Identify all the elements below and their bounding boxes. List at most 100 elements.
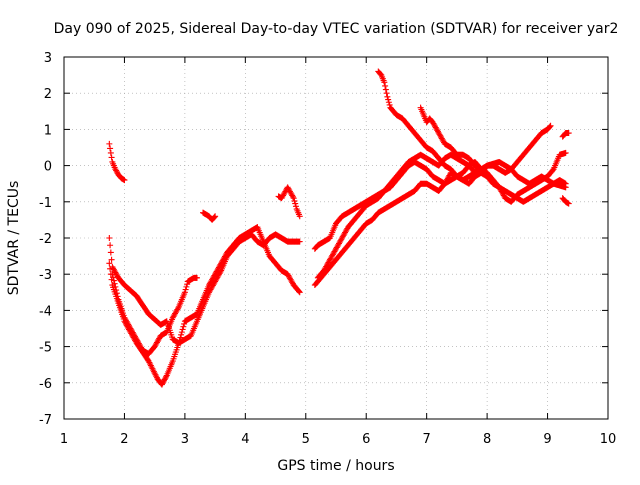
data-point	[546, 123, 553, 130]
x-tick-label: 7	[423, 432, 431, 447]
data-point	[109, 271, 116, 278]
data-point	[158, 381, 165, 388]
series-arc-9	[314, 151, 569, 281]
data-point	[177, 334, 184, 341]
data-point	[565, 130, 572, 137]
series-arc-11	[417, 104, 491, 180]
y-tick-label: 2	[44, 87, 52, 102]
data-point	[212, 213, 219, 220]
x-tick-label: 2	[120, 432, 128, 447]
data-point	[112, 283, 119, 290]
y-tick-label: -2	[39, 232, 52, 247]
data-point	[160, 377, 167, 384]
series-arc-13	[559, 195, 572, 207]
data-point	[382, 86, 389, 93]
data-point	[110, 277, 117, 284]
data-point	[289, 193, 296, 200]
y-tick-label: 3	[44, 51, 52, 66]
data-point	[113, 290, 120, 297]
x-tick-label: 3	[181, 432, 189, 447]
data-point	[296, 213, 303, 220]
data-point	[562, 184, 569, 191]
data-point	[114, 293, 121, 300]
data-point	[178, 331, 185, 338]
data-point	[193, 274, 200, 281]
y-tick-label: -6	[39, 377, 52, 392]
data-point	[121, 177, 128, 184]
data-point	[383, 90, 390, 97]
data-point	[183, 283, 190, 290]
series-arc-4	[109, 271, 200, 357]
data-point	[292, 203, 299, 210]
y-tick-label: -1	[39, 196, 52, 211]
data-point	[110, 274, 117, 281]
y-tick-label: -3	[39, 268, 52, 283]
y-tick-label: 1	[44, 123, 52, 138]
data-point	[182, 286, 189, 293]
data-point	[382, 82, 389, 89]
data-point	[181, 289, 188, 296]
data-point	[106, 140, 113, 147]
data-point	[163, 373, 170, 380]
series-arc-12	[559, 130, 572, 140]
data-point	[181, 320, 188, 327]
data-point	[161, 376, 168, 383]
axis-ticks	[63, 56, 609, 420]
data-point	[111, 280, 118, 287]
data-point	[106, 260, 113, 267]
y-tick-label: -7	[39, 413, 52, 428]
y-tick-label: -5	[39, 341, 52, 356]
series-arc-5	[200, 209, 219, 223]
data-point	[175, 339, 182, 346]
x-axis-title: GPS time / hours	[277, 458, 394, 474]
x-tick-label: 6	[362, 432, 370, 447]
x-tick-label: 9	[543, 432, 551, 447]
y-tick-label: 0	[44, 160, 52, 175]
data-point	[113, 287, 120, 294]
data-point	[176, 337, 183, 344]
tick-labels: 1 2 3 4 5 6 7 8 9 10 -7 -6 -5 -4 -3 -2 -1 0 1 2 3	[39, 51, 616, 447]
x-tick-label: 10	[600, 432, 617, 447]
data-point	[386, 101, 393, 108]
data-point	[107, 149, 114, 156]
x-tick-label: 8	[483, 432, 491, 447]
y-tick-label: -4	[39, 304, 52, 319]
data-point	[211, 214, 218, 221]
plot-frame	[63, 56, 609, 420]
data-point	[547, 122, 554, 129]
data-point	[381, 79, 388, 86]
data-point	[107, 249, 114, 256]
x-tick-label: 5	[302, 432, 310, 447]
data-point	[385, 99, 392, 106]
data-point	[107, 265, 114, 272]
data-point	[384, 93, 391, 100]
grid-lines	[64, 57, 608, 419]
series-arc-1	[106, 140, 128, 184]
data-point	[562, 149, 569, 156]
x-tick-label: 1	[60, 432, 68, 447]
data-points	[106, 68, 572, 388]
data-point	[160, 379, 167, 386]
data-point	[385, 96, 392, 103]
data-point	[108, 154, 115, 161]
data-point	[291, 197, 298, 204]
data-point	[295, 288, 302, 295]
data-point	[162, 375, 169, 382]
data-point	[290, 195, 297, 202]
data-point	[179, 326, 186, 333]
data-point	[296, 238, 303, 245]
data-point	[296, 289, 303, 296]
data-point	[108, 256, 115, 263]
data-point	[159, 380, 166, 387]
series-arc-10	[375, 68, 554, 187]
data-point	[107, 145, 114, 152]
data-point	[106, 235, 113, 241]
data-point	[175, 305, 182, 312]
data-point	[107, 242, 114, 249]
chart-title: Day 090 of 2025, Sidereal Day-to-day VTE…	[54, 21, 619, 37]
data-point	[292, 200, 299, 207]
series-arc-6	[275, 184, 303, 220]
